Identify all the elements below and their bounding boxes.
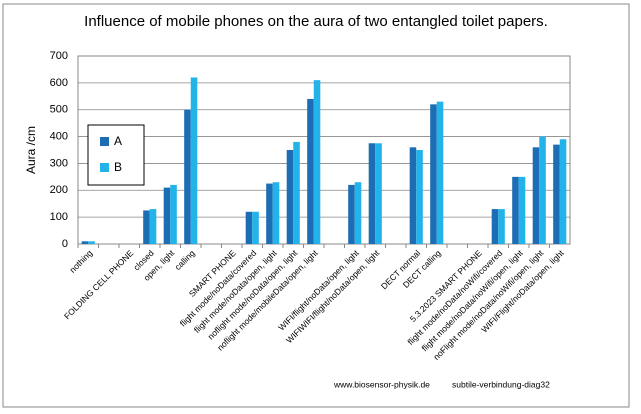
footer-text: subtile-verbindung-diag32	[452, 379, 550, 389]
y-tick-label: 700	[50, 50, 68, 62]
footer-text: www.biosensor-physik.de	[333, 379, 430, 389]
bar	[149, 209, 157, 244]
bar	[532, 147, 540, 244]
bar	[430, 104, 437, 244]
bar	[368, 143, 376, 244]
bar	[170, 184, 177, 244]
legend-swatch	[100, 163, 109, 172]
bar	[416, 150, 423, 244]
bar	[518, 176, 526, 244]
bar	[88, 241, 95, 244]
bar	[252, 211, 259, 244]
bar	[354, 182, 362, 244]
chart-title: Influence of mobile phones on the aura o…	[84, 13, 548, 30]
y-tick-label: 400	[50, 130, 68, 142]
bar	[491, 209, 499, 244]
y-tick-label: 300	[50, 157, 68, 169]
bar	[498, 209, 505, 244]
y-tick-label: 100	[50, 211, 68, 223]
bar	[512, 176, 519, 244]
bar	[286, 150, 294, 244]
legend-box	[87, 124, 145, 186]
bar	[559, 139, 567, 244]
y-tick-label: 200	[50, 184, 68, 196]
bar	[539, 136, 546, 244]
bar	[293, 141, 300, 244]
bar	[163, 187, 171, 244]
bar	[313, 80, 321, 245]
legend-label: B	[114, 160, 122, 174]
bar	[553, 144, 560, 244]
bar	[266, 183, 273, 244]
y-tick-label: 500	[50, 104, 68, 116]
legend-swatch	[100, 137, 109, 146]
bar	[307, 98, 314, 244]
bar	[245, 211, 253, 244]
bar	[409, 147, 417, 244]
y-tick-label: 600	[50, 77, 68, 89]
bar	[81, 241, 89, 244]
bar	[375, 143, 382, 244]
bar	[190, 77, 198, 244]
y-axis-label: Aura /cm	[24, 126, 38, 174]
bar	[272, 182, 280, 244]
y-tick-label: 0	[62, 238, 68, 250]
bar	[143, 210, 150, 244]
bar	[436, 101, 444, 245]
bar	[184, 109, 191, 244]
legend-label: A	[114, 134, 122, 148]
bar	[348, 184, 355, 244]
